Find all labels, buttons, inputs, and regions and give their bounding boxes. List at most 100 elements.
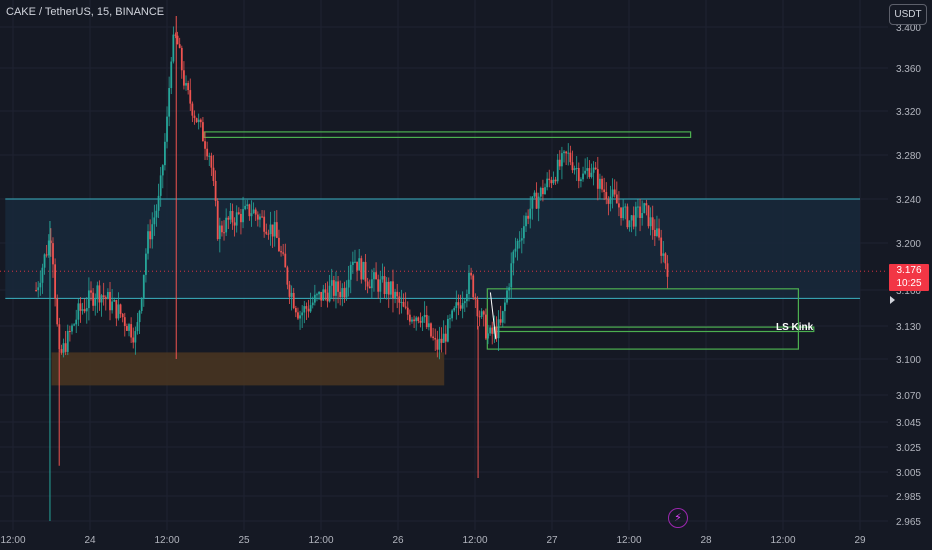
candle-body	[512, 251, 515, 264]
time-tick-label: 12:00	[770, 535, 795, 546]
candle-body	[607, 199, 610, 204]
candle-body	[514, 248, 517, 252]
price-tick-label: 3.320	[896, 107, 921, 118]
candle-body	[402, 301, 405, 307]
candle-body	[358, 258, 361, 271]
candle-body	[582, 173, 584, 180]
candle-body	[290, 292, 293, 297]
candle-body	[60, 349, 63, 353]
candle-body	[157, 195, 160, 211]
candle-body	[47, 240, 50, 256]
price-tick-label: 3.130	[896, 322, 921, 333]
lightning-icon[interactable]: ⚡	[668, 508, 688, 528]
candle-body	[639, 206, 641, 219]
candle-body	[191, 103, 194, 116]
candle-body	[618, 203, 620, 208]
candle-body	[197, 119, 200, 123]
candle-body	[210, 155, 213, 168]
candle-body	[531, 196, 534, 209]
candle-body	[326, 292, 329, 302]
candle-body	[495, 326, 498, 339]
candle-body	[35, 290, 37, 291]
candle-body	[370, 279, 373, 289]
candle-body	[440, 338, 443, 343]
candle-body	[324, 289, 327, 293]
candle-body	[427, 323, 430, 328]
candle-body	[626, 206, 629, 228]
time-axis[interactable]: 12:00 24 12:00 25 12:00 26 12:00 27 12:00 28 12:00…	[0, 535, 866, 546]
candle-body	[100, 295, 103, 303]
candle-body	[446, 318, 449, 342]
candle-body	[634, 206, 637, 227]
candle-body	[339, 291, 342, 298]
candle-body	[480, 311, 483, 317]
candle-body	[569, 152, 572, 163]
price-tick-label: 3.160	[896, 286, 921, 297]
candle-body	[411, 319, 413, 322]
candle-body	[284, 253, 287, 268]
candle-body	[189, 90, 192, 104]
candle-body	[231, 211, 234, 223]
candle-body	[548, 178, 551, 181]
candle-body	[641, 213, 644, 219]
candle-body	[233, 222, 236, 226]
candle-body	[54, 264, 57, 299]
candle-body	[484, 314, 487, 339]
candle-body	[187, 83, 190, 91]
candle-body	[45, 254, 48, 256]
candle-body	[330, 280, 333, 286]
candle-body	[491, 327, 494, 334]
candle-body	[132, 337, 135, 343]
candle-body	[204, 141, 206, 149]
candle-body	[542, 187, 544, 195]
triangle-right-icon[interactable]	[890, 296, 895, 304]
candle-body	[421, 317, 424, 323]
candle-body	[563, 151, 565, 154]
candle-body	[385, 281, 388, 295]
candle-body	[208, 155, 211, 157]
candle-body	[525, 215, 527, 227]
symbol-title[interactable]: CAKE / TetherUS, 15, BINANCE	[6, 6, 165, 18]
candle-body	[172, 34, 175, 62]
candle-body	[123, 317, 126, 327]
candle-body	[354, 261, 356, 263]
candle-body	[39, 282, 42, 288]
candle-body	[546, 178, 549, 188]
candle-body	[218, 225, 221, 240]
candle-body	[94, 299, 97, 306]
candle-body	[506, 290, 508, 303]
candle-body	[183, 70, 185, 86]
candle-body	[75, 319, 78, 325]
candle-body	[510, 263, 513, 288]
candle-body	[138, 310, 141, 323]
candle-body	[459, 305, 462, 309]
candle-body	[453, 308, 456, 311]
candle-body	[178, 44, 181, 48]
candle-body	[337, 281, 339, 292]
candle-body	[168, 88, 171, 117]
candle-body	[442, 333, 445, 343]
candle-body	[366, 281, 369, 287]
candle-body	[523, 226, 525, 239]
candle-body	[313, 294, 316, 303]
candle-body	[474, 297, 477, 300]
candle-body	[463, 301, 466, 304]
candle-body	[588, 168, 591, 177]
time-tick-label: 12:00	[0, 535, 25, 546]
candle-body	[558, 159, 561, 167]
candle-body	[628, 220, 631, 228]
candle-body	[256, 214, 259, 220]
time-tick-label: 24	[84, 535, 96, 546]
candle-body	[351, 261, 354, 265]
candle-body	[275, 222, 278, 238]
candle-body	[432, 336, 435, 339]
currency-button[interactable]: USDT	[889, 4, 927, 25]
candle-body	[392, 281, 394, 299]
candle-body	[303, 306, 306, 313]
candle-body	[288, 284, 291, 297]
candle-body	[185, 83, 187, 86]
candle-body	[360, 258, 363, 280]
candle-body	[520, 238, 523, 241]
candle-body	[573, 168, 576, 171]
